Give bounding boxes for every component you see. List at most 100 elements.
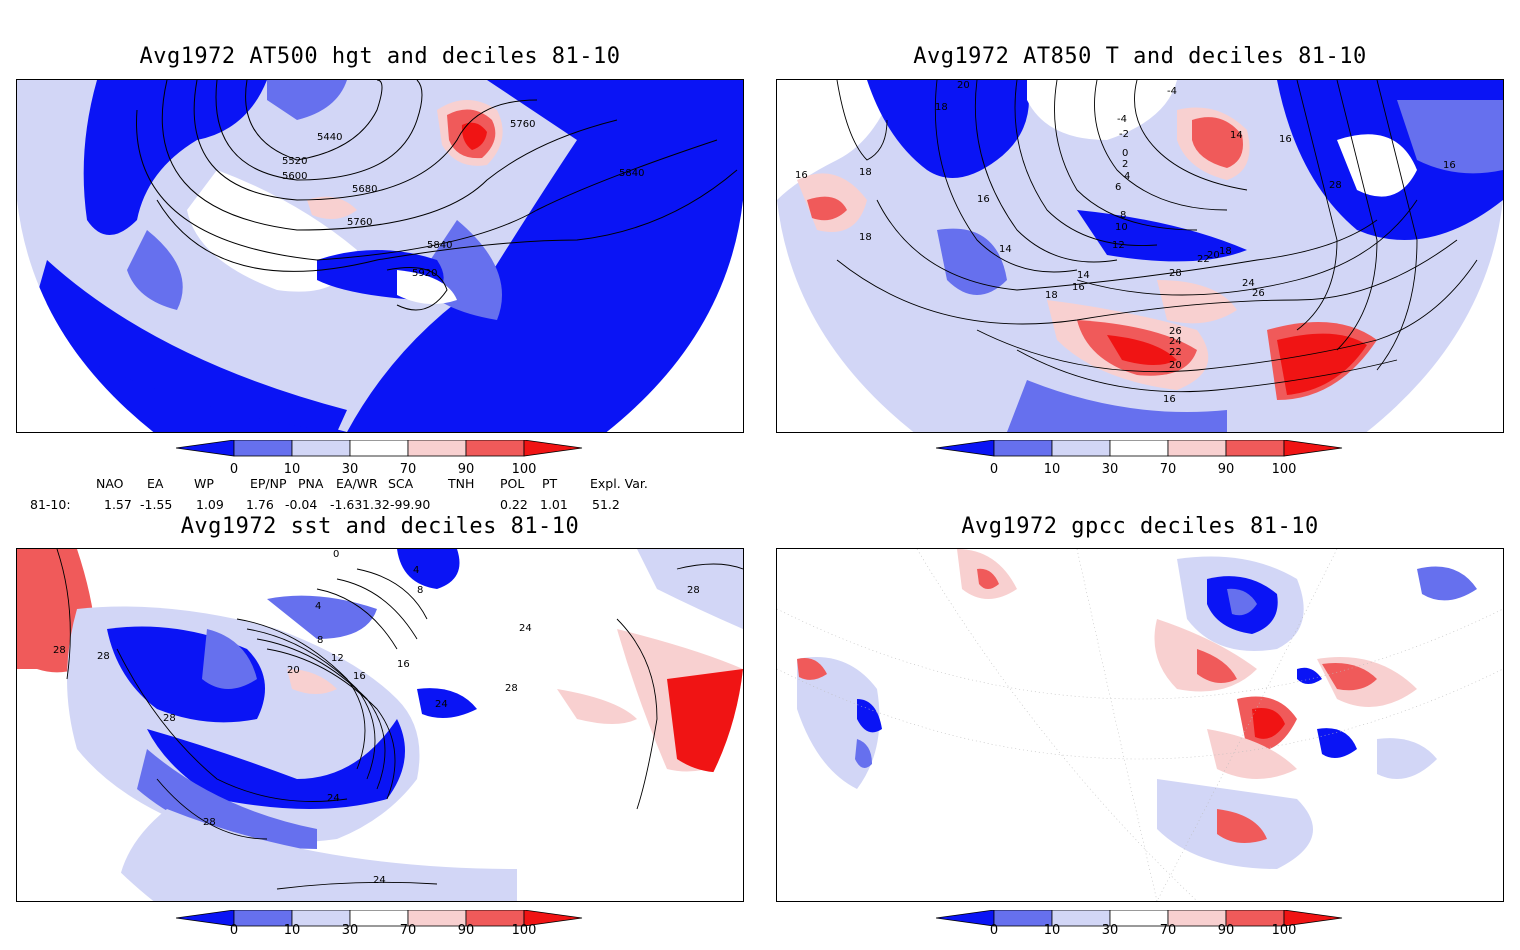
- decile-area-30-70: [1377, 738, 1437, 779]
- contour-label: 18: [1045, 290, 1058, 301]
- decile-area-70-90: [307, 196, 357, 219]
- decile-area-100: [461, 122, 487, 150]
- index-header: NAO: [96, 476, 124, 491]
- colorbar-tick: 100: [1271, 923, 1297, 938]
- index-value: -99.90: [390, 497, 431, 512]
- decile-area-30-70: [637, 549, 743, 629]
- index-value: -1.55: [140, 497, 173, 512]
- colorbar-tick: 10: [1043, 923, 1061, 938]
- index-header: EP/NP: [250, 476, 287, 491]
- index-header: EA: [147, 476, 164, 491]
- temperature-contours: [836, 80, 1478, 393]
- decile-area-neutral: [397, 270, 457, 304]
- map-at850: 20 18 -4 -4 -2 0 2 4 6 8 10 12 14 14 16 …: [776, 79, 1504, 433]
- contour-label: 20: [287, 665, 300, 676]
- contour-label: 14: [1077, 270, 1090, 281]
- decile-area-70-90: [287, 669, 337, 694]
- contour-label: 14: [1230, 130, 1243, 141]
- contour-label: -4: [1167, 86, 1177, 97]
- colorbar-tick: 100: [511, 923, 537, 938]
- contour-label: 28: [203, 817, 216, 828]
- contour-label: 0: [1122, 148, 1128, 159]
- decile-area-90-100: [797, 658, 827, 680]
- contour-label: 5840: [427, 240, 452, 251]
- decile-area-10-30: [267, 595, 377, 639]
- panel-title-at500: Avg1972 AT500 hgt and deciles 81-10: [139, 44, 621, 69]
- precip-field-neutral: [777, 549, 1503, 901]
- decile-area-100: [1252, 708, 1285, 739]
- decile-area-10-30: [267, 80, 347, 120]
- decile-area-0-10: [397, 549, 460, 589]
- decile-area-10-30: [127, 230, 183, 310]
- index-value: 1.32: [362, 497, 390, 512]
- contour-label: 18: [859, 167, 872, 178]
- contour-label: 24: [327, 793, 340, 804]
- contour-label: 24: [435, 699, 448, 710]
- contour-label: 5600: [282, 171, 307, 182]
- contour-label: 5760: [510, 119, 535, 130]
- contour-label: 16: [1443, 160, 1456, 171]
- map-at500: 5440 5520 5600 5680 5760 5760 5840 5840 …: [16, 79, 744, 433]
- colorbar-tick: 70: [1159, 462, 1177, 477]
- contour-label: 18: [1219, 246, 1232, 257]
- decile-area-neutral: [777, 80, 897, 200]
- contour-label: 6: [1115, 182, 1121, 193]
- panel-title-at850: Avg1972 AT850 T and deciles 81-10: [913, 44, 1367, 69]
- decile-area-10-30: [137, 749, 317, 849]
- height-contours: [136, 80, 738, 311]
- contour-labels: 0 4 4 8 12 16 16 20 24 24 24 28 28 28 28…: [53, 549, 700, 886]
- contour-label: 12: [331, 653, 344, 664]
- colorbar-tick: 30: [1101, 462, 1119, 477]
- contour-label: 4: [413, 565, 419, 576]
- contour-label: 12: [1112, 240, 1125, 251]
- colorbar-tick: 90: [457, 462, 475, 477]
- contour-label: 8: [417, 585, 423, 596]
- contour-label: 16: [397, 659, 410, 670]
- contour-label: 16: [795, 170, 808, 181]
- index-header: Expl. Var.: [590, 476, 648, 491]
- contour-label: 2: [1122, 159, 1128, 170]
- decile-area-0-10: [347, 80, 743, 432]
- colorbar-gpcc: 0 10 30 70 90 100: [935, 909, 1356, 950]
- contour-label: 28: [1329, 180, 1342, 191]
- contour-label: 20: [1207, 250, 1220, 261]
- colorbar-at500: 0 10 30 70 90 100: [175, 439, 596, 480]
- contour-label: 20: [957, 80, 970, 91]
- decile-area-90-100: [1217, 809, 1267, 843]
- map-sst: 0 4 4 8 12 16 16 20 24 24 24 28 28 28 28…: [16, 548, 744, 902]
- contour-label: 26: [1252, 288, 1265, 299]
- decile-area-10-30: [1007, 380, 1227, 432]
- contour-label: 5520: [282, 156, 307, 167]
- contour-label: -4: [1117, 114, 1127, 125]
- panel-title-sst: Avg1972 sst and deciles 81-10: [180, 514, 580, 539]
- contour-label: 26: [1169, 326, 1182, 337]
- colorbar-tick: 90: [457, 923, 475, 938]
- contour-label: 16: [1279, 134, 1292, 145]
- contour-label: -2: [1119, 129, 1129, 140]
- colorbar-tick: 100: [1271, 462, 1297, 477]
- teleconnection-index-table: NAO EA WP EP/NP PNA EA/WR SCA TNH POL PT…: [0, 472, 740, 514]
- decile-area-70-90: [1157, 280, 1237, 324]
- colorbar-tick: 0: [989, 462, 999, 477]
- contour-label: 28: [687, 585, 700, 596]
- colorbar-tick: 0: [229, 462, 239, 477]
- contour-label: 28: [505, 683, 518, 694]
- decile-area-10-30: [202, 629, 257, 689]
- contour-label: 5440: [317, 132, 342, 143]
- colorbar-sst: 0 10 30 70 90 100: [175, 909, 596, 950]
- index-header: TNH: [448, 476, 475, 491]
- contour-label: 16: [1072, 282, 1085, 293]
- contour-label: 22: [1169, 347, 1182, 358]
- graticule: [777, 549, 1503, 901]
- decile-area-100: [1107, 335, 1177, 365]
- contour-label: 5760: [347, 217, 372, 228]
- decile-area-10-30: [855, 739, 872, 768]
- decile-area-0-10: [27, 260, 347, 432]
- decile-area-0-10: [857, 699, 882, 733]
- colorbar-tick: 10: [283, 923, 301, 938]
- colorbar-tick: 90: [1217, 462, 1235, 477]
- index-value: 0.22: [500, 497, 528, 512]
- index-value: 51.2: [592, 497, 620, 512]
- index-header: PT: [542, 476, 558, 491]
- decile-area-70-90: [557, 689, 637, 724]
